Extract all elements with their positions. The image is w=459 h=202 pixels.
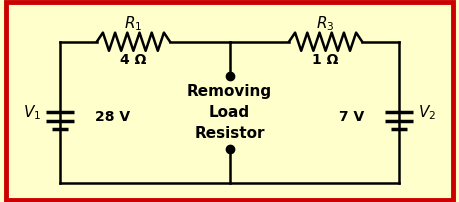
Text: $R_3$: $R_3$ bbox=[316, 14, 335, 33]
Text: 28 V: 28 V bbox=[95, 109, 129, 123]
Text: 4 Ω: 4 Ω bbox=[120, 53, 146, 67]
Text: $V_1$: $V_1$ bbox=[23, 103, 41, 122]
Text: $V_2$: $V_2$ bbox=[418, 103, 436, 122]
Text: 1 Ω: 1 Ω bbox=[313, 53, 339, 67]
Text: Removing
Load
Resistor: Removing Load Resistor bbox=[187, 84, 272, 141]
Text: 7 V: 7 V bbox=[339, 109, 364, 123]
Text: $R_1$: $R_1$ bbox=[124, 14, 143, 33]
